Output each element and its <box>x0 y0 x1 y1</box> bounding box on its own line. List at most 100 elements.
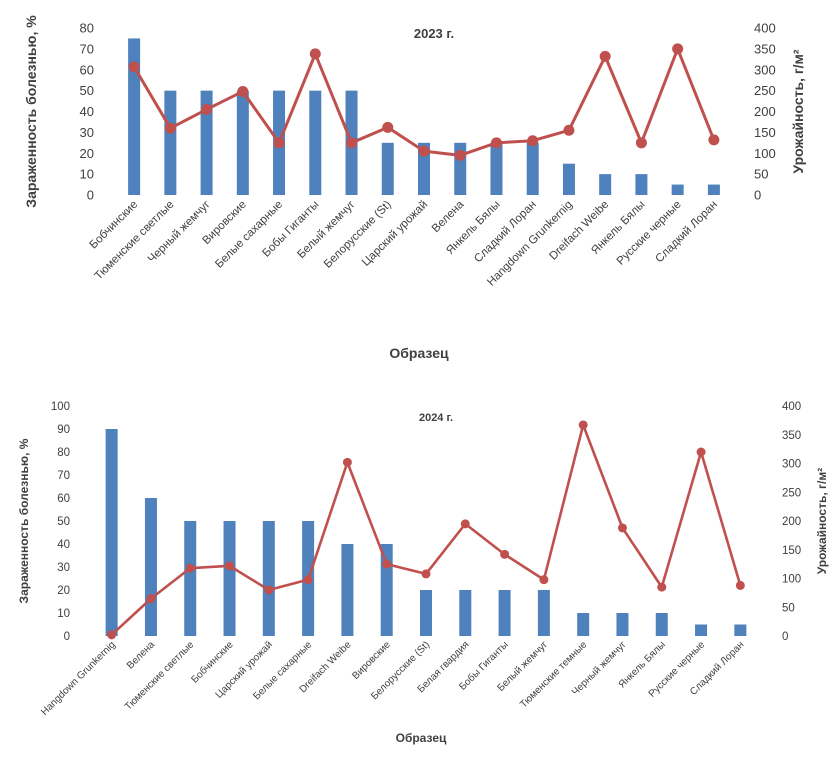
chart-title: 2023 г. <box>414 26 454 41</box>
bar <box>236 90 249 195</box>
bar <box>707 184 720 195</box>
line-point <box>303 575 313 585</box>
x-tick-label: Велена <box>430 198 467 235</box>
x-tick-label: Велена <box>125 639 157 671</box>
bar <box>459 590 472 636</box>
x-tick-label: Черный жемчуг <box>146 199 213 266</box>
x-axis-label: Образец <box>396 731 447 745</box>
y-tick-label: 70 <box>80 41 94 56</box>
bar <box>695 624 708 636</box>
bar <box>635 174 648 195</box>
bar <box>184 521 197 636</box>
bar <box>164 90 177 195</box>
y2-tick-label: 350 <box>782 430 801 442</box>
line-point <box>309 48 321 60</box>
y-tick-label: 20 <box>80 146 94 161</box>
x-tick-label: Hangdown Grunkernig <box>39 639 118 718</box>
y-tick-label: 0 <box>64 631 70 643</box>
y-tick-label: 30 <box>80 125 94 140</box>
bar <box>105 429 118 636</box>
x-tick-label: Тюменские светлые <box>123 639 197 713</box>
y-tick-label: 0 <box>87 188 94 203</box>
line-point <box>527 135 539 147</box>
line-point <box>237 85 249 97</box>
line-point <box>708 134 720 146</box>
bar <box>223 521 236 636</box>
line-point <box>164 122 176 134</box>
y-axis-label: Зараженность болезнью, % <box>23 15 39 208</box>
bar <box>144 498 157 636</box>
bar <box>420 590 432 636</box>
x-tick-label: Тюменские темные <box>518 639 589 710</box>
bar <box>537 590 550 636</box>
line-point <box>342 457 352 467</box>
y2-axis-label: Урожайность, г/м² <box>815 468 829 574</box>
bar <box>734 624 747 636</box>
y-tick-label: 40 <box>57 539 70 551</box>
x-tick-label: Белорусские (St) <box>322 199 394 271</box>
line-point <box>460 519 470 529</box>
line-point <box>273 137 285 149</box>
x-tick-label: Белые сахарные <box>213 199 285 271</box>
bar <box>381 142 394 195</box>
line-point <box>500 549 510 559</box>
line-point <box>382 559 392 569</box>
y2-tick-label: 150 <box>782 545 801 557</box>
chart-title: 2024 г. <box>419 412 453 424</box>
bar <box>262 521 275 636</box>
bar <box>380 544 393 636</box>
x-tick-label: Царский урожай <box>360 199 430 269</box>
y2-tick-label: 100 <box>782 574 801 586</box>
line-point <box>128 61 140 73</box>
y2-tick-label: 250 <box>782 487 801 499</box>
bar <box>577 613 590 636</box>
line-point <box>421 569 431 579</box>
y2-tick-label: 300 <box>754 62 776 77</box>
y-tick-label: 80 <box>57 447 70 459</box>
y2-tick-label: 200 <box>754 104 776 119</box>
y-tick-label: 60 <box>80 62 94 77</box>
y-tick-label: 50 <box>80 83 94 98</box>
bar <box>200 90 213 195</box>
y2-tick-label: 150 <box>754 125 776 140</box>
bar <box>616 613 629 636</box>
bar <box>655 613 668 636</box>
y2-tick-label: 100 <box>754 146 776 161</box>
y-tick-label: 100 <box>51 401 70 413</box>
series-line <box>132 47 716 157</box>
line-point <box>201 103 213 115</box>
x-tick-label: Сладкий Лоран <box>472 199 539 266</box>
y-tick-label: 80 <box>80 21 94 36</box>
line-point <box>735 580 745 590</box>
bar <box>526 142 539 195</box>
y2-tick-label: 400 <box>782 401 801 413</box>
y2-tick-label: 50 <box>754 167 768 182</box>
line-point <box>418 145 430 157</box>
x-axis-label: Образец <box>389 345 449 361</box>
bar <box>309 90 322 195</box>
bar <box>562 163 575 195</box>
chart-1: 2023 г. 0 10 20 30 40 50 60 70 80 0 50 100 150 200 250 3… <box>23 15 806 361</box>
line-point <box>454 149 466 161</box>
line-point <box>146 594 156 604</box>
line-point <box>657 582 667 592</box>
y-tick-label: 40 <box>80 104 94 119</box>
y-tick-label: 60 <box>57 493 70 505</box>
line-point <box>599 50 611 62</box>
y2-tick-label: 50 <box>782 602 795 614</box>
line-point <box>382 121 394 133</box>
y2-tick-label: 350 <box>754 41 776 56</box>
line-point <box>490 137 502 149</box>
y-tick-label: 10 <box>57 608 70 620</box>
line-point <box>696 447 706 457</box>
line-point <box>185 563 195 573</box>
x-tick-label: Сладкий Лоран <box>653 199 720 266</box>
y2-tick-label: 200 <box>782 516 801 528</box>
y-tick-label: 10 <box>80 167 94 182</box>
line-point <box>578 420 588 430</box>
bar <box>341 544 354 636</box>
y-tick-label: 90 <box>57 424 70 436</box>
bar <box>128 38 141 195</box>
chart-2: 2024 г. 0 10 20 30 40 50 60 70 80 90 100 0 50 100 150 20… <box>17 401 829 745</box>
